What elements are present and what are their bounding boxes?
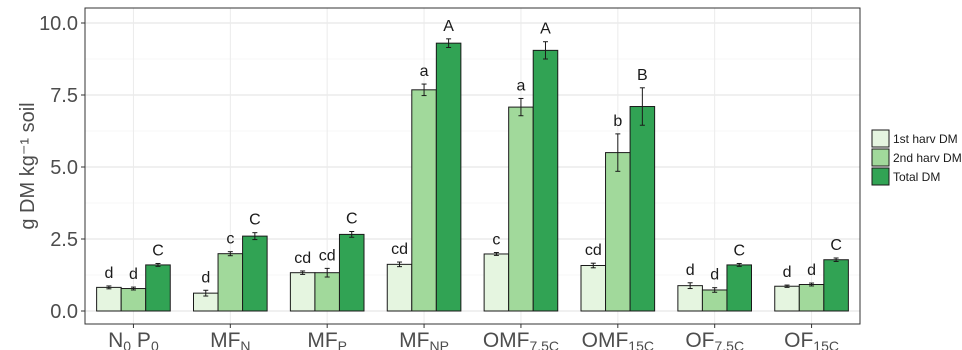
- legend-label: 1st harv DM: [893, 132, 958, 146]
- x-tick-label: OF7.5C: [685, 329, 744, 350]
- y-tick-label: 0.0: [50, 301, 78, 323]
- significance-letter: cd: [585, 242, 602, 259]
- significance-letter: C: [733, 242, 745, 259]
- x-tick-label: OMF7.5C: [483, 329, 559, 350]
- bar: [580, 264, 607, 312]
- bar: [483, 253, 510, 312]
- significance-letter: c: [226, 231, 234, 248]
- y-tick-label: 2.5: [50, 229, 78, 251]
- significance-letter: C: [249, 212, 261, 229]
- x-tick-label: N0 P0: [108, 329, 159, 350]
- x-tick-label: MFN: [210, 329, 250, 350]
- significance-letter: c: [492, 232, 500, 249]
- y-tick-label: 10.0: [39, 13, 78, 35]
- bar: [145, 264, 171, 312]
- significance-letter: d: [129, 266, 138, 283]
- x-tick-label: OMF15C: [582, 329, 654, 350]
- significance-letter: d: [104, 265, 113, 282]
- bar: [677, 285, 703, 312]
- significance-letter: d: [201, 269, 210, 286]
- x-tick-label: OF15C: [784, 329, 839, 350]
- significance-letter: C: [152, 242, 164, 259]
- bar: [338, 233, 365, 312]
- bar: [386, 263, 413, 312]
- significance-letter: a: [516, 77, 525, 94]
- x-axis: N0 P0 MFN MFP MFNP OMF7.5C OMF15C OF7.5C OF15C: [108, 324, 839, 350]
- bar: [798, 284, 825, 312]
- significance-letter: a: [420, 63, 429, 80]
- y-axis-title: g DM kg⁻¹ soil: [17, 102, 39, 229]
- bar: [217, 253, 244, 312]
- significance-letter: A: [443, 18, 454, 35]
- x-tick-label: MFP: [307, 329, 347, 350]
- plot-panel-border: [84, 7, 861, 325]
- significance-letter: C: [830, 237, 842, 254]
- bar: [726, 264, 752, 312]
- bar: [774, 285, 800, 312]
- significance-letter: b: [613, 113, 622, 130]
- significance-letter: cd: [294, 250, 311, 267]
- significance-letter: B: [637, 67, 648, 84]
- bar: [508, 106, 534, 312]
- bar: [96, 286, 122, 312]
- bar: [314, 272, 340, 312]
- legend-key: [871, 129, 890, 148]
- bars-layer: [96, 42, 849, 312]
- significance-letter: C: [346, 211, 358, 228]
- legend-key: [871, 167, 890, 186]
- bar: [120, 288, 147, 312]
- significance-letter: d: [710, 267, 719, 284]
- legend-label: 2nd harv DM: [893, 151, 962, 165]
- bar: [289, 272, 316, 312]
- legend: 1st harv DM 2nd harv DM Total DM: [871, 129, 962, 186]
- significance-letter: d: [807, 262, 816, 279]
- bar: [629, 106, 656, 312]
- legend-label: Total DM: [893, 170, 940, 184]
- bar: [701, 289, 728, 312]
- bar: [242, 235, 268, 312]
- significance-letter: d: [686, 262, 695, 279]
- significance-letter: cd: [319, 247, 336, 264]
- y-tick-label: 5.0: [50, 157, 78, 179]
- x-tick-label: MFNP: [399, 329, 449, 350]
- significance-letter: A: [540, 21, 551, 38]
- y-axis: 0.0 2.5 5.0 7.5 10.0: [39, 13, 85, 323]
- significance-letter: cd: [391, 241, 408, 258]
- legend-key: [871, 148, 890, 167]
- error-bars-layer: [106, 38, 839, 297]
- bar: [532, 49, 559, 312]
- bar: [823, 259, 849, 312]
- bar: [411, 89, 437, 312]
- significance-letter: d: [783, 264, 792, 281]
- bar: [605, 152, 631, 312]
- y-tick-label: 7.5: [50, 85, 78, 107]
- bar: [435, 42, 462, 312]
